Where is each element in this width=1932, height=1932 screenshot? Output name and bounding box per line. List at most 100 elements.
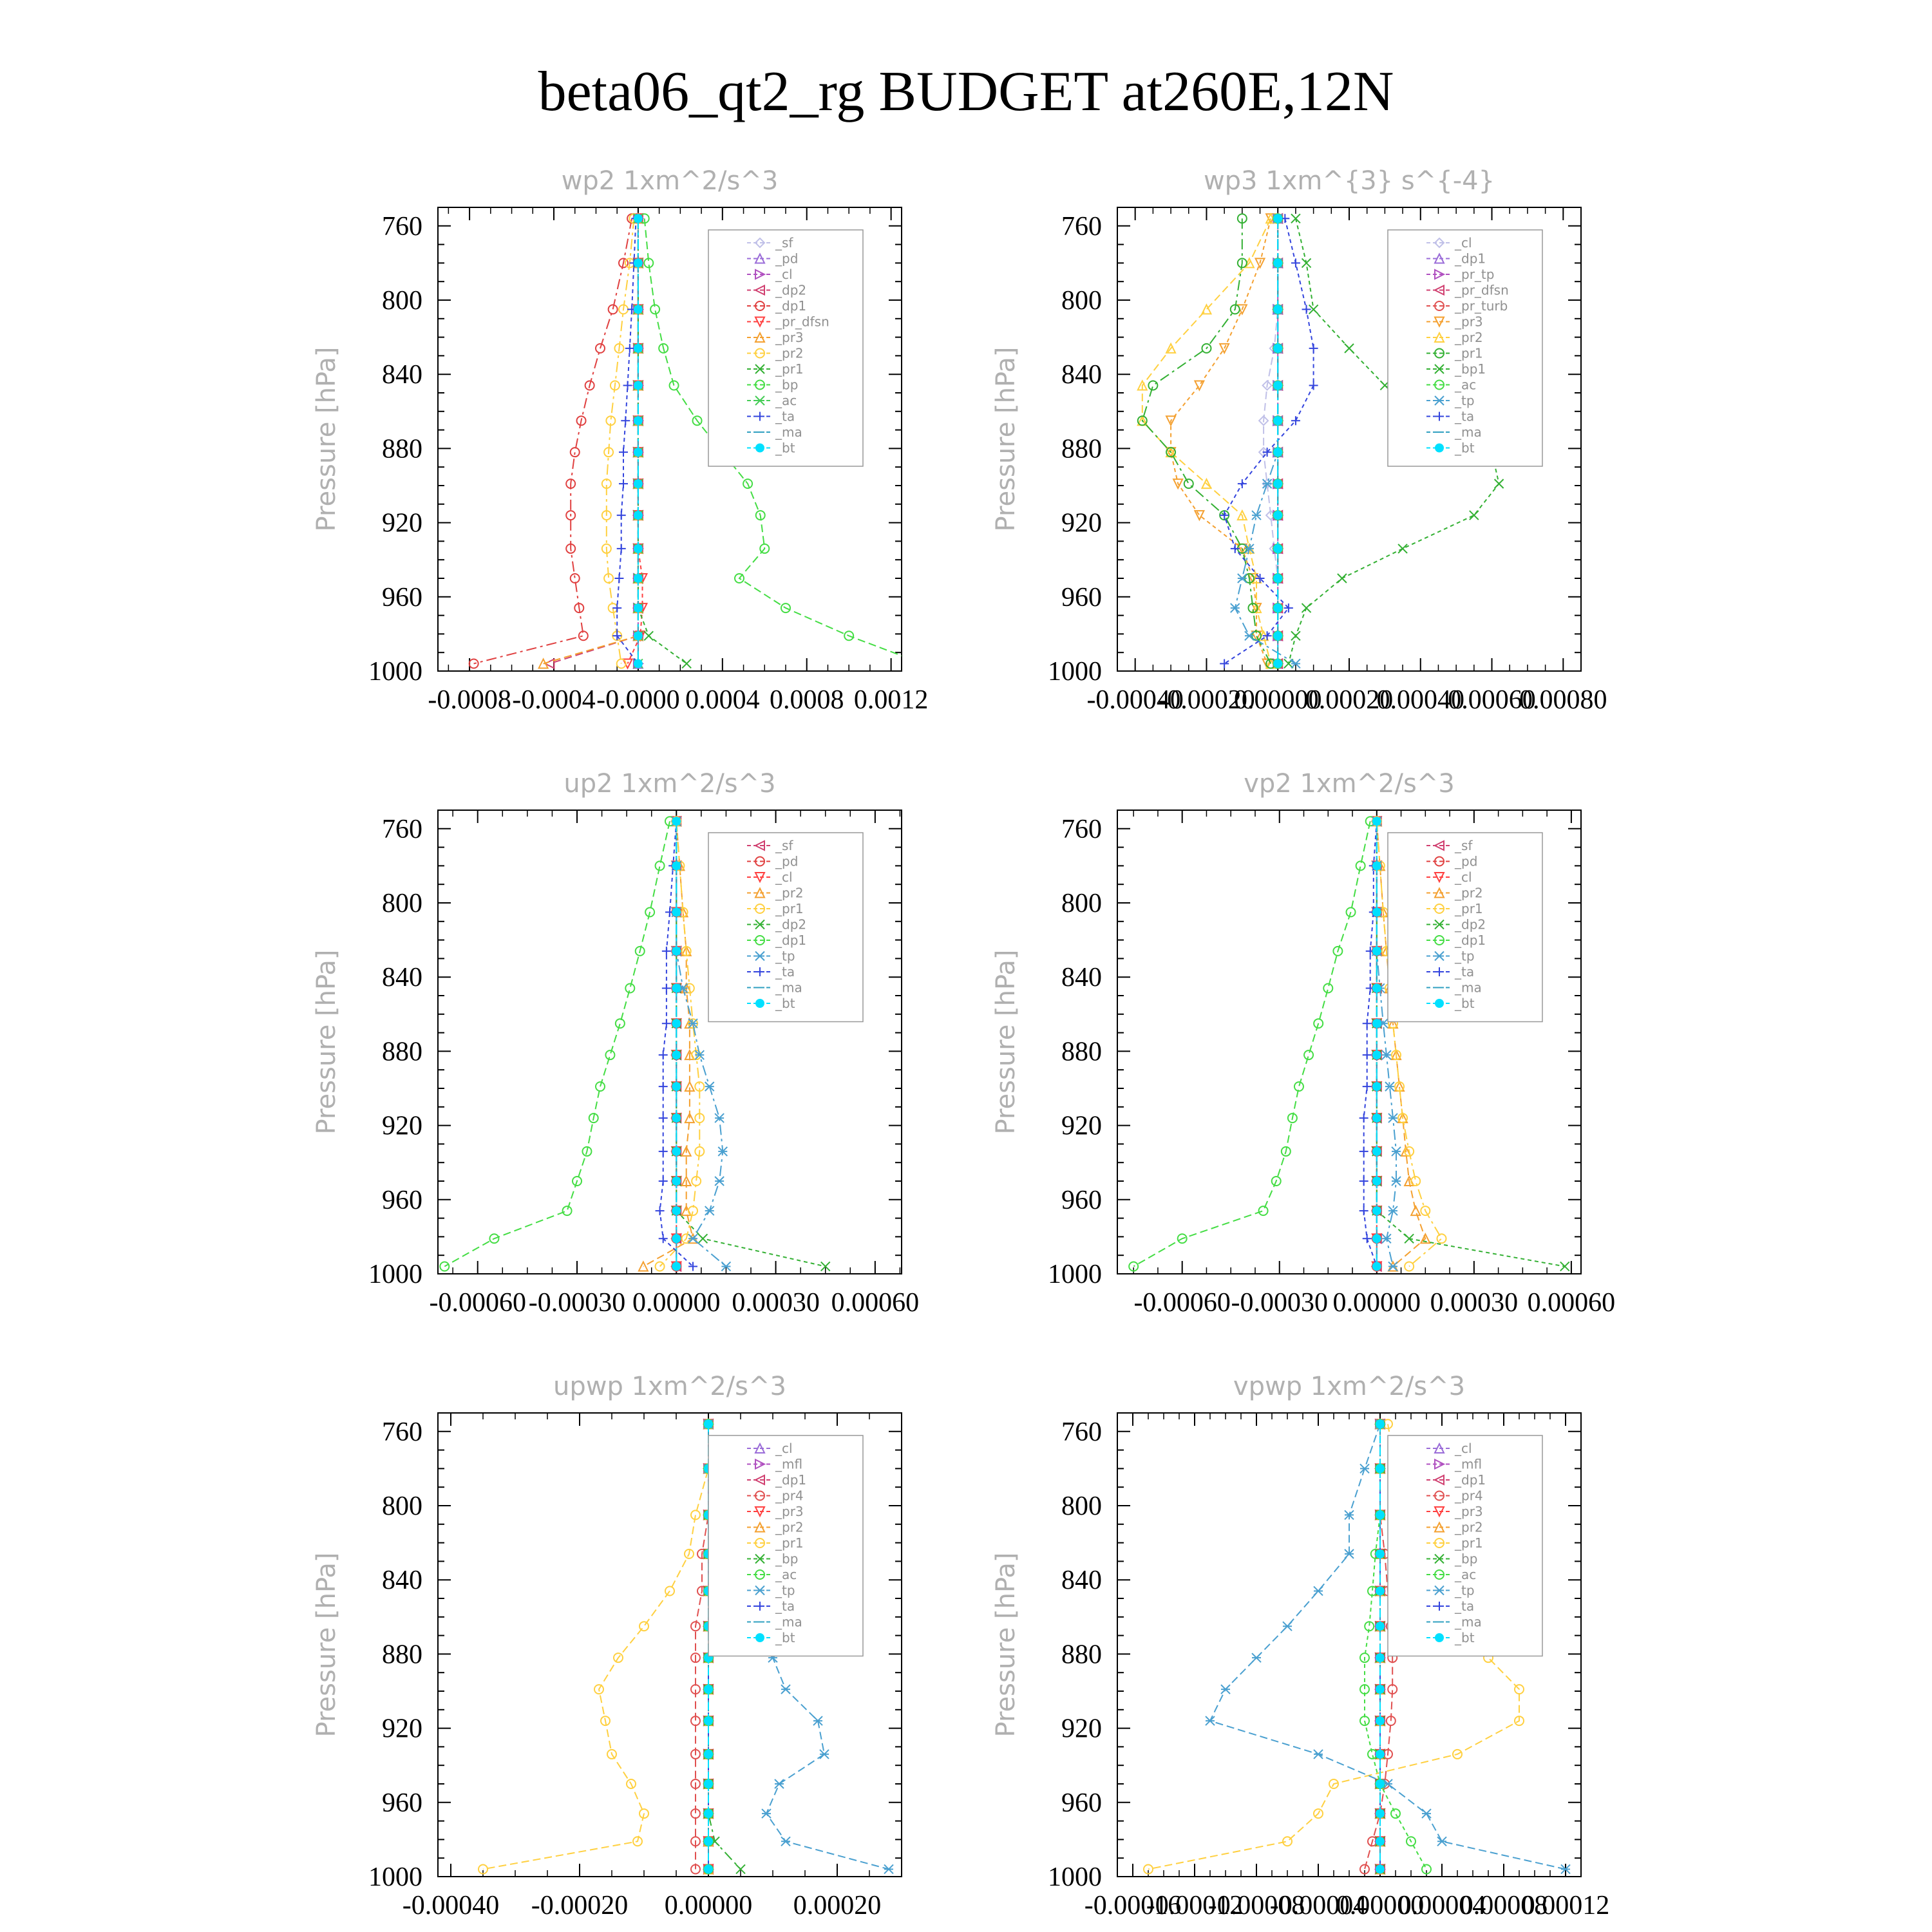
x-tick-label: 0.00012 bbox=[1522, 1891, 1610, 1920]
legend-marker bbox=[1434, 1490, 1444, 1501]
series-point-tp bbox=[1251, 510, 1262, 520]
x-tick-label: -0.00020 bbox=[1158, 685, 1255, 715]
series-point-pr2 bbox=[638, 1260, 649, 1272]
series-point-pr1 bbox=[688, 1206, 698, 1217]
series-point-bt bbox=[1376, 1653, 1385, 1663]
series-point-pr3 bbox=[1261, 658, 1273, 670]
series-point-bp1 bbox=[1291, 213, 1301, 223]
x-tick-label: 0.00080 bbox=[1519, 685, 1607, 715]
legend-label: _pr1 bbox=[1454, 901, 1483, 916]
series-point-ac bbox=[1406, 1836, 1416, 1847]
series-point-dp1 bbox=[1128, 1261, 1139, 1272]
series-point-ta bbox=[1309, 343, 1318, 353]
series-point-bt bbox=[672, 1146, 681, 1156]
series-point-ta bbox=[658, 1113, 668, 1123]
legend-box bbox=[1387, 1435, 1543, 1657]
series-line-ta bbox=[616, 218, 639, 665]
legend-marker bbox=[755, 1569, 765, 1580]
legend-label: _sf bbox=[1454, 838, 1473, 853]
series-point-dp1 bbox=[439, 1261, 450, 1272]
legend-label: _tp bbox=[1454, 393, 1475, 408]
series-point-ta bbox=[625, 343, 634, 353]
plot-frame bbox=[1117, 810, 1582, 1274]
y-tick-label: 880 bbox=[1061, 434, 1102, 464]
series-point-ta bbox=[616, 511, 626, 520]
y-tick-label: 960 bbox=[1061, 583, 1102, 612]
y-tick-label: 960 bbox=[382, 1788, 422, 1818]
series-point-pr1 bbox=[1397, 1113, 1408, 1124]
series-point-bt bbox=[672, 1050, 681, 1060]
legend-marker bbox=[1434, 872, 1445, 884]
series-point-ta bbox=[619, 479, 628, 489]
legend-label: _ta bbox=[1454, 964, 1474, 980]
series-point-pr2 bbox=[1200, 477, 1213, 489]
series-point-pr2 bbox=[1137, 379, 1148, 391]
series-point-bt bbox=[633, 574, 643, 583]
series-point-pr1 bbox=[639, 1808, 649, 1819]
series-point-tp bbox=[1220, 1684, 1231, 1694]
series-line-ta bbox=[659, 821, 694, 1267]
series-point-ta bbox=[1237, 479, 1247, 489]
series-point-pr2 bbox=[681, 1175, 692, 1186]
legend-marker bbox=[1434, 919, 1444, 930]
legend-label: _sf bbox=[775, 235, 793, 251]
series-point-pr1 bbox=[478, 1864, 488, 1875]
legend-marker bbox=[755, 379, 765, 390]
legend-marker bbox=[1435, 999, 1444, 1008]
y-tick-label: 760 bbox=[382, 1417, 422, 1447]
series-point-bp bbox=[734, 573, 744, 583]
series-point-pr2 bbox=[601, 510, 612, 521]
series-point-tp bbox=[1205, 1716, 1215, 1726]
series-point-pr2 bbox=[1419, 1233, 1431, 1244]
legend-marker bbox=[1434, 395, 1444, 406]
y-axis-label: Pressure [hPa] bbox=[991, 950, 1021, 1135]
legend-label: _ta bbox=[775, 409, 795, 424]
legend-label: _pr2 bbox=[775, 1520, 804, 1535]
x-tick-label: -0.0000 bbox=[596, 685, 680, 715]
series-point-bt bbox=[1376, 1749, 1385, 1759]
legend-label: _ac bbox=[775, 1567, 797, 1582]
legend-marker bbox=[1434, 1553, 1444, 1564]
series-point-ta bbox=[1230, 544, 1240, 553]
x-tick-label: 0.00008 bbox=[1460, 1891, 1548, 1920]
x-tick-label: -0.00004 bbox=[1270, 1891, 1367, 1920]
series-point-tp bbox=[1237, 573, 1247, 583]
series-point-bt bbox=[1376, 1779, 1385, 1788]
legend-marker bbox=[1435, 412, 1444, 421]
chart-panel-5: upwp 1xm^2/s^3 Pressure [hPa] 760 800 840 880… bbox=[312, 1372, 902, 1920]
series-point-pr4 bbox=[690, 1836, 701, 1847]
series-point-pr1 bbox=[690, 1510, 701, 1520]
series-point-bt bbox=[633, 448, 643, 457]
series-point-ta bbox=[1291, 258, 1300, 268]
y-axis-label: Pressure [hPa] bbox=[312, 950, 341, 1135]
series-point-tp bbox=[774, 1779, 784, 1789]
x-tick-label: 0.00030 bbox=[732, 1288, 820, 1318]
legend-label: _bt bbox=[1454, 1630, 1475, 1645]
series-point-tp bbox=[1388, 1261, 1398, 1272]
x-tick-label: -0.00060 bbox=[429, 1288, 526, 1318]
series-point-pr1 bbox=[1148, 380, 1159, 391]
series-point-pr1 bbox=[654, 1261, 665, 1272]
series-line-pr1 bbox=[659, 821, 701, 1267]
series-point-ac bbox=[1364, 1621, 1375, 1632]
series-point-tp bbox=[781, 1836, 791, 1846]
series-point-pr1 bbox=[613, 1653, 623, 1663]
legend-label: _pr2 bbox=[1454, 886, 1483, 901]
series-point-dp1 bbox=[578, 630, 589, 641]
panel-title: up2 1xm^2/s^3 bbox=[564, 769, 775, 799]
series-point-pr2 bbox=[609, 380, 620, 391]
series-line-dp1 bbox=[444, 821, 670, 1267]
legend-marker bbox=[755, 1490, 765, 1501]
series-point-pr1 bbox=[1183, 478, 1194, 489]
y-tick-label: 920 bbox=[382, 1714, 422, 1744]
legend-label: _dp1 bbox=[775, 298, 806, 314]
legend-marker bbox=[1434, 1458, 1446, 1470]
x-tick-label: -0.00020 bbox=[531, 1891, 629, 1920]
series-point-ta bbox=[658, 1146, 668, 1156]
legend-marker bbox=[755, 1553, 765, 1564]
series-point-tp bbox=[884, 1864, 894, 1875]
series-point-bt bbox=[1273, 305, 1283, 314]
series-point-bp1 bbox=[1493, 478, 1504, 489]
series-point-tp bbox=[1291, 658, 1301, 669]
y-axis-label: Pressure [hPa] bbox=[312, 347, 341, 532]
